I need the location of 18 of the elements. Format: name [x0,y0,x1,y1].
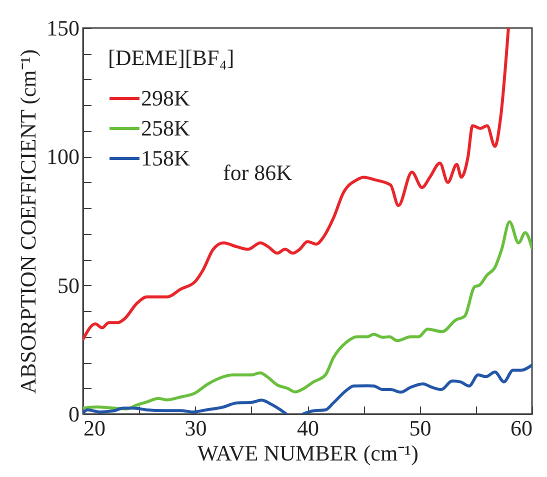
x-tick-label: 50 [409,416,432,440]
x-axis-title: WAVE NUMBER (cm⁻¹) [198,440,418,466]
y-tick-label: 100 [46,144,80,170]
legend-label: 158K [141,146,190,170]
annotation: for 86K [223,160,292,185]
x-tick-label: 40 [297,416,319,440]
x-tick-label: 60 [510,416,532,440]
y-axis-title: ABSORPTION COEFFICIENT (cm⁻¹) [16,49,40,394]
line-series [83,220,532,410]
legend-label: 258K [141,116,190,140]
x-tick-label: 30 [184,416,207,440]
line-series [83,28,510,341]
legend-label: 298K [141,86,190,110]
x-tick-label: 20 [84,416,106,440]
y-tick-label: 150 [46,16,80,40]
y-tick-label: 50 [58,272,80,298]
y-tick-label: 0 [68,402,80,426]
legend-title: [DEME][BF₄] [108,45,234,70]
